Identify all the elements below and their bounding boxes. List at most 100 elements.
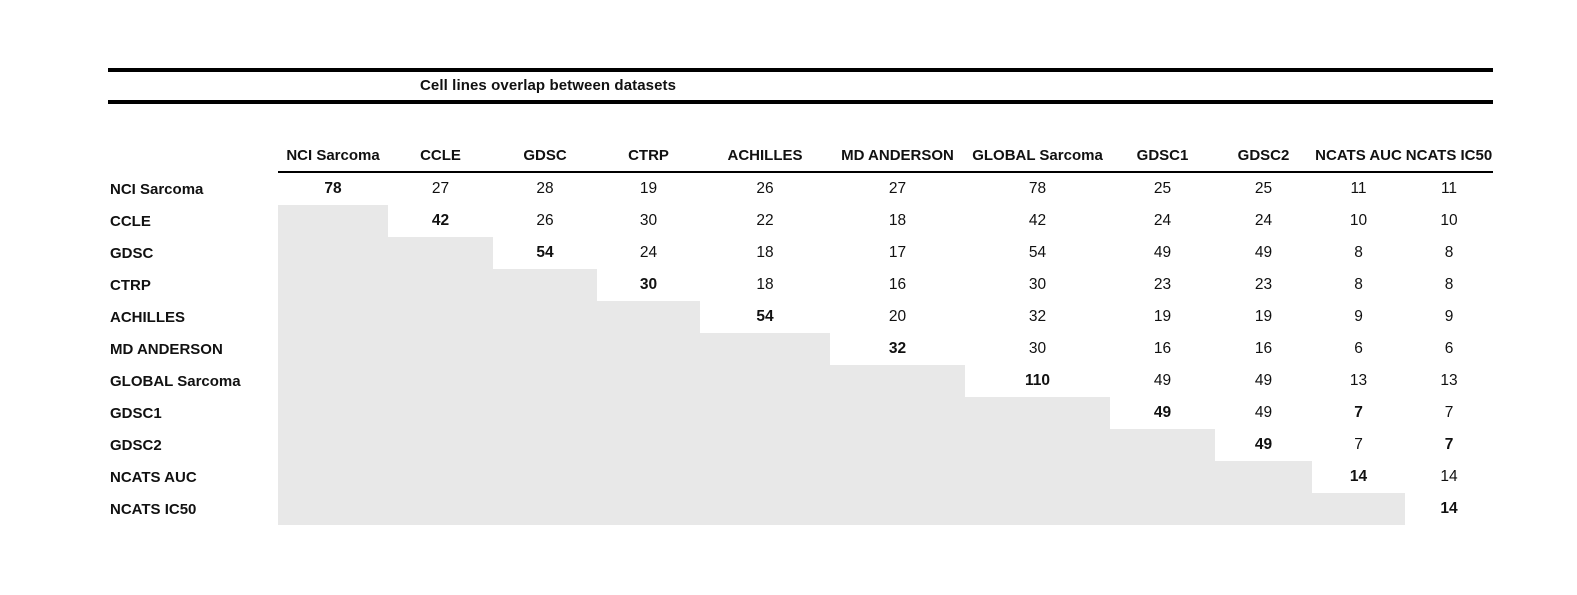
value-cell: 49 [1153,372,1172,389]
value-cell: 54 [756,308,774,325]
shaded-cell [700,493,830,525]
shaded-cell [597,301,700,333]
shaded-cell [493,365,597,397]
value-cell: 16 [1254,340,1273,357]
value-cell: 24 [1254,212,1273,229]
value-cell: 7 [1444,436,1454,453]
shaded-cell [388,461,493,493]
value-cell: 20 [888,308,907,325]
value-cell: 30 [1028,276,1047,293]
shaded-cell [278,205,388,237]
shaded-cell [493,333,597,365]
shaded-cell [388,237,493,269]
value-cell: 25 [1254,180,1273,197]
row-label: ACHILLES [110,308,185,326]
shaded-cell [493,397,597,429]
value-cell: 19 [1153,308,1172,325]
shaded-cell [965,461,1110,493]
value-cell: 30 [639,276,658,293]
value-cell: 9 [1444,308,1454,325]
value-cell: 49 [1254,436,1273,453]
value-cell: 6 [1444,340,1454,357]
value-cell: 19 [1254,308,1273,325]
row-label: GDSC1 [110,404,162,422]
column-header: NCATS IC50 [1405,140,1493,173]
shaded-cell [830,493,965,525]
value-cell: 6 [1354,340,1363,357]
value-cell: 78 [324,180,342,197]
column-header: ACHILLES [700,140,830,173]
value-cell: 32 [888,340,907,357]
value-cell: 8 [1444,244,1454,261]
value-cell: 42 [1028,212,1047,229]
shaded-cell [1110,461,1215,493]
shaded-cell [278,493,388,525]
value-cell: 27 [431,180,450,197]
shaded-cell [1215,493,1312,525]
shaded-cell [493,429,597,461]
shaded-cell [278,365,388,397]
shaded-cell [700,429,830,461]
column-header: GDSC1 [1110,140,1215,173]
value-cell: 24 [639,244,658,261]
shaded-cell [278,333,388,365]
value-cell: 17 [888,244,907,261]
shaded-cell [278,429,388,461]
value-cell: 32 [1028,308,1047,325]
value-cell: 14 [1440,500,1458,517]
shaded-cell [597,397,700,429]
value-cell: 25 [1153,180,1172,197]
shaded-cell [278,237,388,269]
shaded-cell [388,429,493,461]
overlap-table: NCI Sarcoma CCLE GDSC CTRP ACHILLES MD ANDERS… [108,140,1493,525]
value-cell: 78 [1028,180,1047,197]
value-cell: 10 [1440,212,1458,229]
value-cell: 26 [536,212,554,229]
value-cell: 110 [1024,372,1050,389]
shaded-cell [493,301,597,333]
shaded-cell [1312,493,1405,525]
value-cell: 11 [1440,180,1458,197]
shaded-cell [388,301,493,333]
value-cell: 19 [639,180,658,197]
row-label: GDSC [110,244,154,262]
shaded-cell [700,365,830,397]
shaded-cell [597,429,700,461]
column-header: GDSC [493,140,597,173]
value-cell: 24 [1153,212,1172,229]
table-title: Cell lines overlap between datasets [420,77,677,94]
value-cell: 30 [1028,340,1047,357]
value-cell: 49 [1254,372,1273,389]
shaded-cell [388,333,493,365]
row-label: CTRP [110,276,151,294]
value-cell: 54 [1028,244,1047,261]
value-cell: 13 [1349,372,1368,389]
corner-cell [108,140,278,173]
shaded-cell [830,461,965,493]
value-cell: 8 [1354,276,1363,293]
shaded-cell [830,397,965,429]
shaded-cell [388,493,493,525]
shaded-cell [493,269,597,301]
shaded-cell [278,397,388,429]
value-cell: 16 [888,276,907,293]
shaded-cell [965,397,1110,429]
value-cell: 7 [1444,404,1454,421]
value-cell: 28 [536,180,554,197]
value-cell: 49 [1254,404,1273,421]
row-label: NCATS IC50 [110,500,197,518]
value-cell: 42 [431,212,450,229]
value-cell: 14 [1440,468,1458,485]
value-cell: 27 [888,180,907,197]
row-label: GLOBAL Sarcoma [110,372,241,390]
value-cell: 18 [888,212,907,229]
table-title-block: Cell lines overlap between datasets [108,68,1493,104]
shaded-cell [597,333,700,365]
value-cell: 23 [1153,276,1172,293]
shaded-cell [278,301,388,333]
value-cell: 23 [1254,276,1273,293]
shaded-cell [597,493,700,525]
value-cell: 10 [1349,212,1368,229]
column-header: MD ANDERSON [830,140,965,173]
row-label: MD ANDERSON [110,340,223,358]
